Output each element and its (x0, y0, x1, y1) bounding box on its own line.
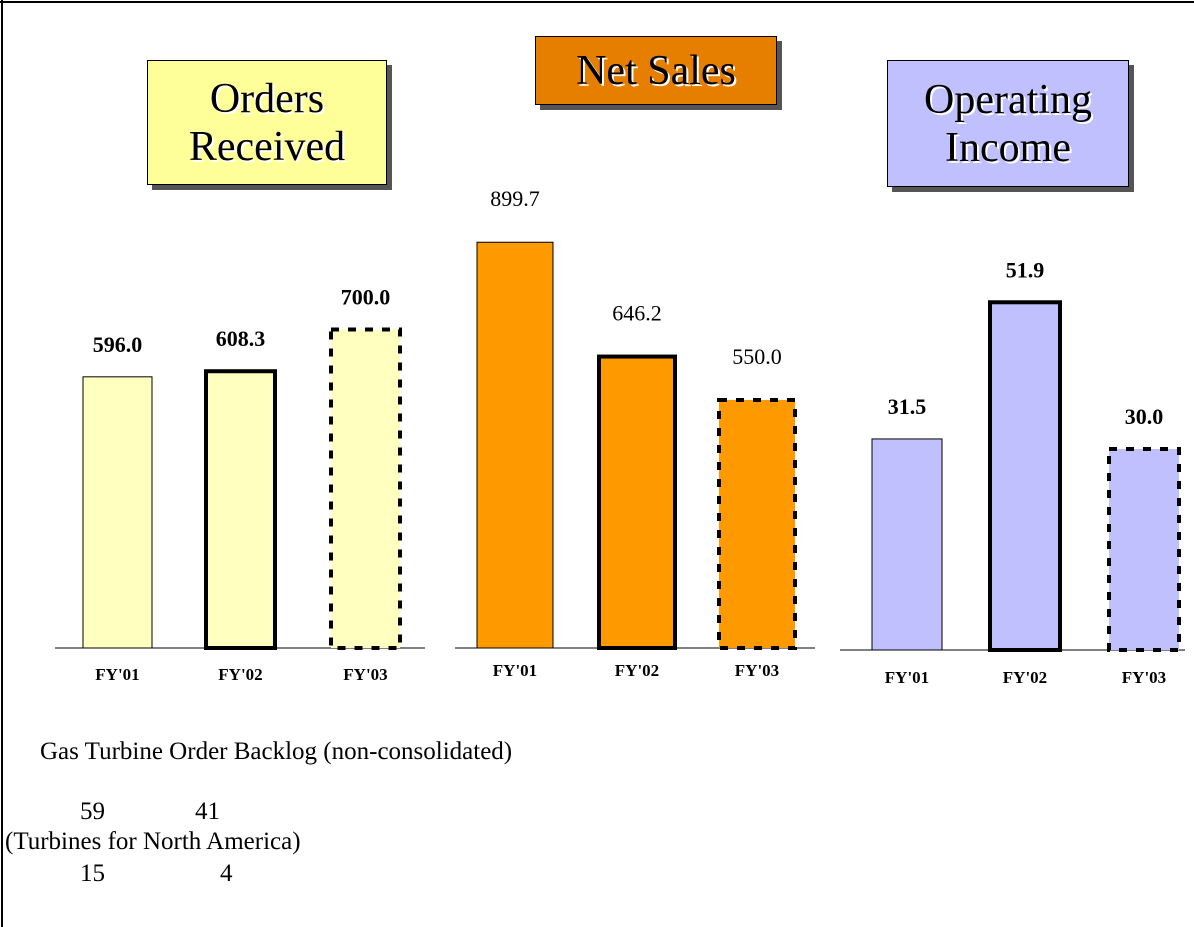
value-label: 646.2 (612, 301, 662, 326)
x-tick-label: FY'02 (1003, 668, 1047, 687)
bar (988, 300, 1062, 652)
bar (717, 397, 797, 651)
bar (82, 376, 153, 649)
backlog-subtitle: (Turbines for North America) (5, 828, 301, 855)
bar (204, 369, 277, 650)
value-label: 31.5 (888, 394, 927, 419)
panel-title: Operating Income (887, 60, 1129, 187)
x-tick-label: FY'01 (493, 661, 537, 680)
value-label: 700.0 (341, 285, 391, 310)
backlog-title: Gas Turbine Order Backlog (non-consolida… (40, 738, 513, 765)
x-tick-label: FY'03 (343, 665, 387, 684)
value-label: 550.0 (732, 344, 782, 369)
x-tick-label: FY'03 (1122, 668, 1166, 687)
x-tick-label: FY'01 (885, 668, 929, 687)
backlog-value: 59 (80, 798, 105, 825)
backlog-value: 41 (195, 798, 220, 825)
bar (871, 438, 943, 651)
panel-title: Net Sales (535, 36, 777, 105)
backlog-value: 15 (80, 860, 105, 887)
bar (329, 327, 402, 650)
x-tick-label: FY'01 (95, 665, 139, 684)
value-label: 51.9 (1006, 257, 1045, 282)
value-label: 899.7 (490, 186, 540, 211)
x-tick-label: FY'02 (218, 665, 262, 684)
bar (476, 241, 554, 649)
value-label: 596.0 (93, 332, 143, 357)
panel-title: Orders Received (147, 60, 387, 185)
bar (1107, 447, 1181, 652)
x-tick-label: FY'03 (735, 661, 779, 680)
bar (597, 354, 677, 650)
value-label: 608.3 (216, 326, 266, 351)
x-tick-label: FY'02 (615, 661, 659, 680)
value-label: 30.0 (1125, 404, 1164, 429)
backlog-value: 4 (220, 860, 233, 887)
